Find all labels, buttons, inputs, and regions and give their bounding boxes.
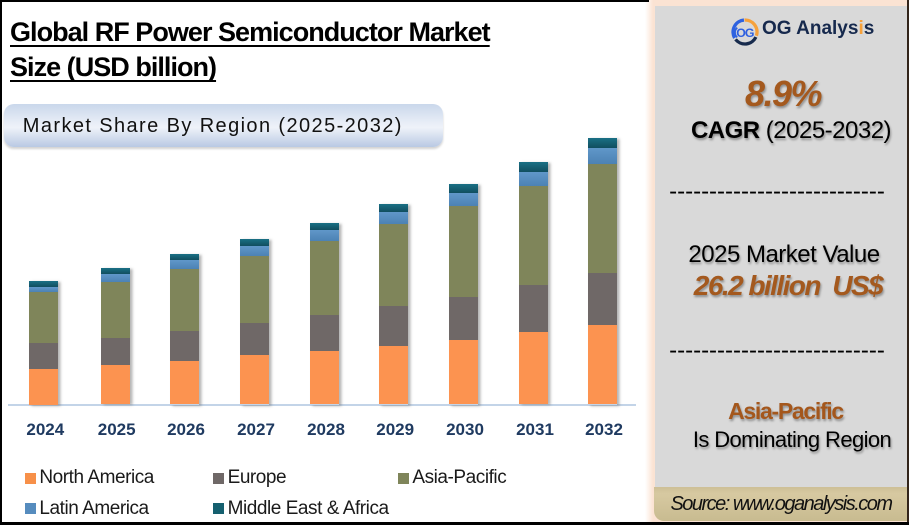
svg-text:OG: OG [736, 25, 754, 39]
